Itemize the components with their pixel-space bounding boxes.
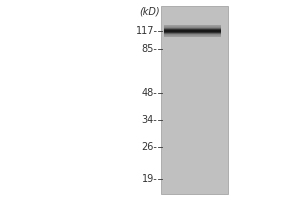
Bar bbox=[164, 30, 220, 31]
Text: 26-: 26- bbox=[142, 142, 158, 152]
Bar bbox=[164, 31, 220, 32]
Text: (kD): (kD) bbox=[140, 7, 160, 17]
Bar bbox=[164, 28, 220, 29]
Bar bbox=[164, 33, 220, 34]
Bar bbox=[164, 35, 220, 36]
Text: 48-: 48- bbox=[142, 88, 158, 98]
Bar bbox=[164, 27, 220, 28]
Text: 85-: 85- bbox=[142, 44, 158, 54]
Bar bbox=[164, 34, 220, 35]
Text: 19-: 19- bbox=[142, 174, 158, 184]
Bar bbox=[164, 25, 220, 26]
Bar bbox=[164, 32, 220, 33]
Bar bbox=[164, 36, 220, 37]
Bar bbox=[164, 26, 220, 27]
Bar bbox=[164, 29, 220, 30]
Bar bbox=[160, 6, 228, 194]
Text: 34-: 34- bbox=[142, 115, 158, 125]
Text: 117-: 117- bbox=[136, 26, 158, 36]
